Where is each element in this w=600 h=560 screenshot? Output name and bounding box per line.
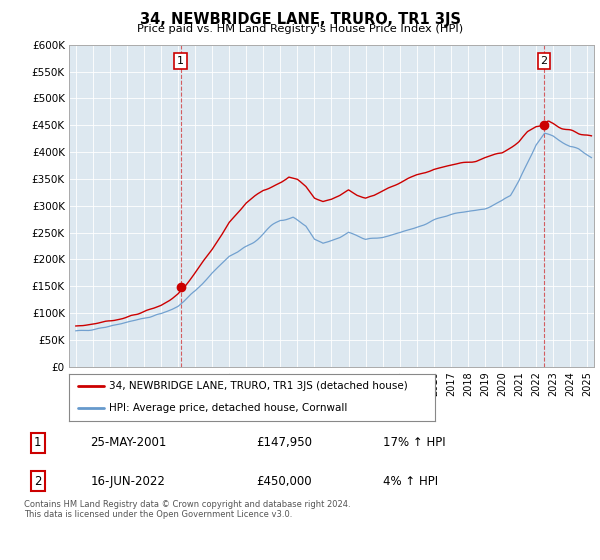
Text: £450,000: £450,000 [256,474,311,488]
Text: 2: 2 [34,474,41,488]
Text: Price paid vs. HM Land Registry's House Price Index (HPI): Price paid vs. HM Land Registry's House … [137,24,463,34]
Text: 2: 2 [540,56,547,66]
Text: 34, NEWBRIDGE LANE, TRURO, TR1 3JS: 34, NEWBRIDGE LANE, TRURO, TR1 3JS [139,12,461,27]
Text: Contains HM Land Registry data © Crown copyright and database right 2024.
This d: Contains HM Land Registry data © Crown c… [24,500,350,520]
Text: 25-MAY-2001: 25-MAY-2001 [90,436,167,450]
Text: £147,950: £147,950 [256,436,312,450]
Text: 16-JUN-2022: 16-JUN-2022 [90,474,165,488]
Text: 34, NEWBRIDGE LANE, TRURO, TR1 3JS (detached house): 34, NEWBRIDGE LANE, TRURO, TR1 3JS (deta… [109,381,408,391]
Text: 1: 1 [34,436,41,450]
Text: 4% ↑ HPI: 4% ↑ HPI [383,474,438,488]
Text: 17% ↑ HPI: 17% ↑ HPI [383,436,445,450]
Text: HPI: Average price, detached house, Cornwall: HPI: Average price, detached house, Corn… [109,403,347,413]
Text: 1: 1 [177,56,184,66]
